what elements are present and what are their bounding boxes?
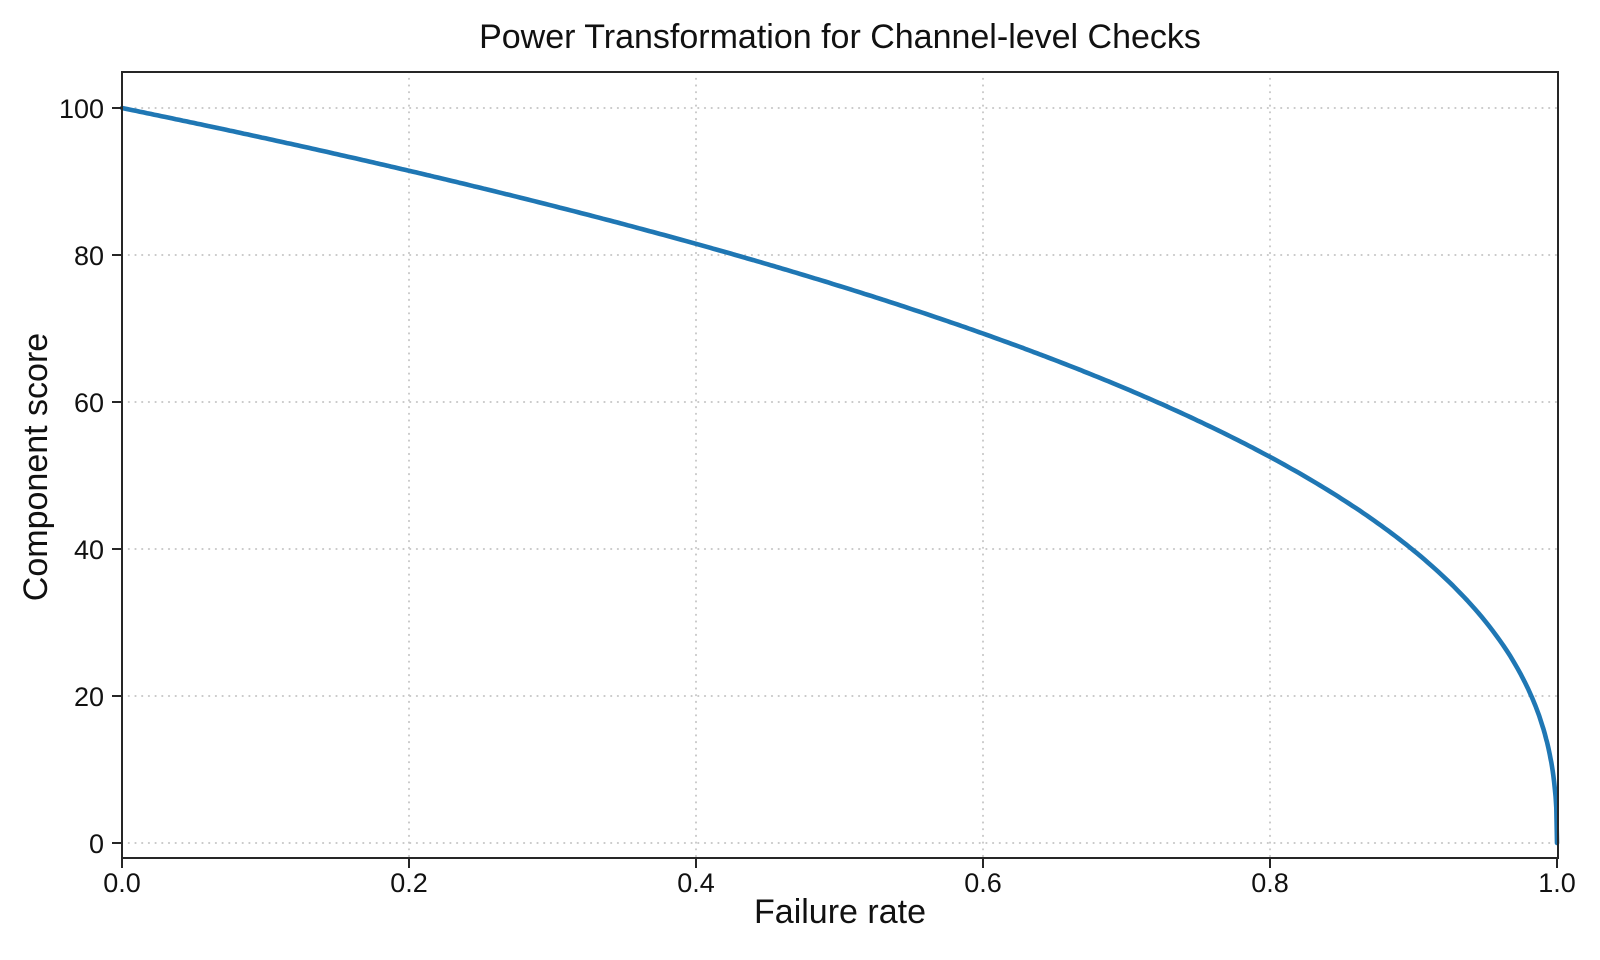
x-tick-label: 0.6	[964, 868, 1002, 898]
y-tick-label: 20	[74, 682, 104, 712]
axis-ticks	[112, 107, 1558, 868]
x-tick-label: 0.4	[677, 868, 715, 898]
y-tick-label: 100	[59, 94, 104, 124]
chart-title: Power Transformation for Channel-level C…	[479, 18, 1201, 56]
series-line-power-curve	[119, 105, 1560, 846]
gridlines	[121, 71, 1559, 859]
x-tick-label: 0.8	[1251, 868, 1289, 898]
x-tick-labels: 0.0 0.2 0.4 0.6 0.8 1.0	[103, 868, 1576, 898]
plot-border	[121, 71, 1559, 859]
y-tick-label: 80	[74, 241, 104, 271]
y-tick-label: 0	[89, 829, 104, 859]
y-tick-label: 60	[74, 388, 104, 418]
x-tick-label: 0.0	[103, 868, 141, 898]
x-axis-label: Failure rate	[754, 893, 926, 931]
x-tick-label: 0.2	[390, 868, 428, 898]
y-tick-label: 40	[74, 535, 104, 565]
y-axis-label: Component score	[17, 333, 55, 601]
y-tick-labels: 0 20 40 60 80 100	[59, 94, 104, 859]
x-tick-label: 1.0	[1538, 868, 1576, 898]
